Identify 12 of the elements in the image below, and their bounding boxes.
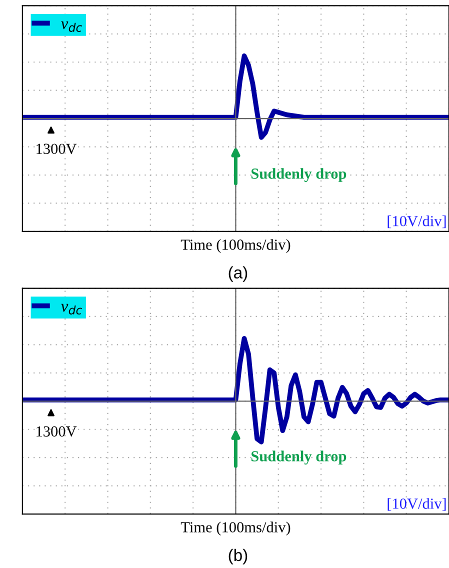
text: Suddenly drop: [251, 450, 346, 465]
legend-label: v$_{dc}$: [61, 21, 82, 32]
x-axis-title: Time (100ms/div): [180, 522, 290, 536]
annotation: 1300V: [36, 426, 77, 437]
x-axis-title: Time (100ms/div): [180, 239, 290, 253]
text: [10V/div]: [388, 216, 446, 228]
text: Suddenly drop: [251, 168, 346, 182]
text: 1300V: [36, 144, 77, 154]
text: [10V/div]: [388, 498, 446, 511]
text: (b): [228, 548, 248, 564]
text: (a): [228, 266, 248, 282]
legend-label: v$_{dc}$: [61, 304, 82, 314]
